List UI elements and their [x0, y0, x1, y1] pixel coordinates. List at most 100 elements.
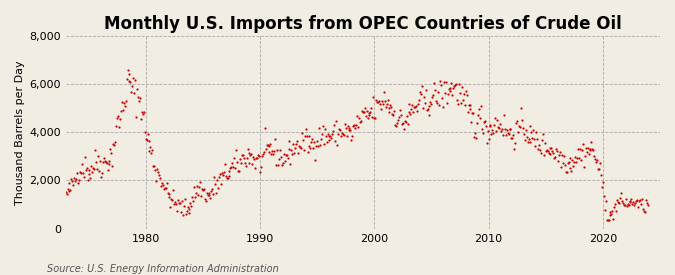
Point	[76, 162, 87, 167]
Point	[300, 127, 311, 131]
Point	[470, 131, 481, 135]
Point	[438, 80, 449, 84]
Point	[101, 160, 111, 164]
Point	[377, 102, 388, 107]
Point	[495, 122, 506, 126]
Point	[466, 120, 477, 125]
Point	[122, 68, 133, 72]
Point	[241, 156, 252, 161]
Point	[215, 182, 226, 187]
Point	[277, 161, 288, 165]
Point	[245, 153, 256, 157]
Point	[558, 161, 568, 165]
Point	[338, 132, 348, 137]
Point	[418, 95, 429, 100]
Point	[213, 186, 223, 191]
Point	[90, 160, 101, 164]
Point	[327, 132, 338, 137]
Point	[551, 149, 562, 153]
Point	[504, 127, 515, 132]
Point	[565, 156, 576, 160]
Point	[321, 140, 332, 145]
Point	[593, 167, 604, 171]
Point	[618, 203, 629, 207]
Point	[161, 180, 172, 185]
Point	[611, 208, 622, 213]
Point	[234, 157, 245, 161]
Point	[140, 137, 151, 141]
Point	[358, 109, 369, 114]
Point	[273, 163, 284, 167]
Point	[543, 151, 554, 156]
Y-axis label: Thousand Barrels per Day: Thousand Barrels per Day	[15, 60, 25, 205]
Point	[580, 145, 591, 150]
Point	[259, 150, 269, 155]
Point	[403, 110, 414, 115]
Point	[229, 156, 240, 160]
Point	[62, 187, 73, 191]
Point	[414, 90, 425, 94]
Point	[497, 127, 508, 131]
Point	[396, 113, 406, 118]
Point	[70, 179, 80, 183]
Point	[503, 132, 514, 136]
Point	[396, 122, 407, 126]
Point	[385, 103, 396, 108]
Point	[272, 148, 283, 152]
Point	[323, 133, 334, 138]
Point	[512, 118, 522, 123]
Point	[342, 133, 352, 138]
Point	[117, 100, 128, 104]
Point	[74, 178, 84, 182]
Point	[574, 147, 585, 151]
Point	[500, 127, 510, 131]
Point	[88, 166, 99, 170]
Point	[405, 112, 416, 116]
Point	[630, 201, 641, 206]
Point	[351, 123, 362, 127]
Point	[498, 112, 509, 117]
Point	[437, 95, 448, 100]
Point	[238, 153, 248, 158]
Point	[475, 104, 486, 108]
Point	[477, 131, 488, 135]
Point	[447, 93, 458, 98]
Point	[67, 178, 78, 183]
Point	[328, 129, 339, 133]
Point	[159, 186, 170, 190]
Point	[99, 156, 109, 160]
Title: Monthly U.S. Imports from OPEC Countries of Crude Oil: Monthly U.S. Imports from OPEC Countries…	[104, 15, 622, 33]
Point	[167, 198, 178, 202]
Point	[516, 118, 527, 122]
Point	[412, 109, 423, 113]
Point	[199, 197, 210, 202]
Point	[641, 198, 651, 202]
Point	[262, 143, 273, 147]
Point	[168, 188, 179, 192]
Point	[86, 164, 97, 168]
Point	[119, 103, 130, 108]
Point	[155, 176, 165, 180]
Point	[519, 138, 530, 142]
Point	[364, 112, 375, 117]
Point	[202, 192, 213, 197]
Point	[336, 131, 347, 135]
Point	[164, 195, 175, 199]
Point	[266, 152, 277, 156]
Point	[365, 110, 376, 115]
Point	[61, 192, 72, 197]
Point	[540, 149, 551, 153]
Point	[220, 174, 231, 178]
Point	[92, 153, 103, 158]
Point	[412, 102, 423, 106]
Point	[578, 165, 589, 169]
Point	[464, 107, 475, 111]
Point	[186, 204, 197, 208]
Point	[568, 164, 578, 169]
Point	[500, 133, 511, 137]
Point	[373, 100, 383, 104]
Point	[541, 148, 552, 153]
Point	[281, 153, 292, 157]
Point	[165, 205, 176, 209]
Point	[105, 147, 116, 151]
